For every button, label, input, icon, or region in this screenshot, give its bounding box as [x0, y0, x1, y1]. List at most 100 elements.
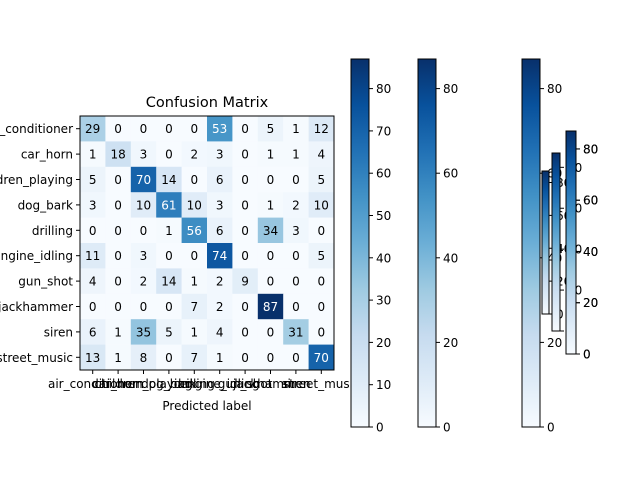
matrix-cell	[80, 192, 106, 218]
matrix-cell	[207, 166, 233, 193]
cell-value-label: 0	[165, 351, 173, 365]
colorbar-tick-label: 20	[443, 336, 458, 350]
cell-value-label: 0	[241, 148, 249, 162]
matrix-cell	[207, 268, 233, 295]
y-tick-label: siren	[44, 325, 73, 339]
cell-value-label: 0	[292, 173, 300, 187]
matrix-cell	[80, 243, 106, 269]
x-tick-label: car_horn	[92, 377, 144, 391]
matrix-cell	[232, 293, 259, 320]
matrix-cell	[257, 166, 284, 193]
matrix-cell	[283, 141, 309, 168]
cell-value-label: 34	[263, 224, 278, 238]
matrix-cell	[105, 243, 132, 269]
y-tick-label: air_conditioner	[0, 122, 73, 136]
cell-value-label: 7	[190, 351, 198, 365]
colorbar	[521, 58, 541, 428]
cell-value-label: 0	[114, 249, 122, 263]
matrix-cell	[257, 344, 284, 371]
cell-value-label: 0	[267, 275, 275, 289]
matrix-frame	[79, 115, 335, 371]
matrix-cell	[257, 293, 284, 320]
matrix-cell	[156, 344, 182, 371]
matrix-cell	[80, 268, 106, 295]
cell-value-label: 1	[190, 275, 198, 289]
matrix-cell	[130, 344, 157, 371]
cell-value-label: 0	[292, 351, 300, 365]
cell-value-label: 6	[89, 325, 97, 339]
cell-value-label: 0	[89, 224, 97, 238]
matrix-cell	[283, 243, 309, 269]
cell-value-label: 2	[216, 300, 224, 314]
cell-value-label: 2	[140, 275, 148, 289]
matrix-cell	[232, 344, 259, 371]
cell-value-label: 0	[165, 249, 173, 263]
colorbar-tick-label: 20	[376, 336, 391, 350]
cell-value-label: 1	[267, 148, 275, 162]
matrix-cell	[156, 293, 182, 320]
matrix-cell	[156, 166, 182, 193]
matrix-cell	[283, 293, 309, 320]
cell-value-label: 0	[267, 173, 275, 187]
colorbar-tick-label: 60	[583, 194, 598, 208]
y-tick-label: street_music	[0, 351, 73, 365]
x-tick-label: dog_bark	[141, 377, 196, 391]
y-tick-label: jackhammer	[0, 300, 73, 314]
cell-value-label: 1	[114, 351, 122, 365]
cell-value-label: 10	[136, 198, 151, 212]
colorbar	[350, 58, 370, 428]
matrix-cell	[232, 116, 259, 142]
cell-value-label: 0	[165, 148, 173, 162]
colorbar-tick-label: 20	[583, 296, 598, 310]
y-tick-label: car_horn	[21, 148, 73, 162]
matrix-cell	[105, 293, 132, 320]
matrix-cell	[257, 319, 284, 345]
cell-value-label: 0	[114, 198, 122, 212]
cell-value-label: 61	[161, 198, 176, 212]
matrix-cell	[308, 293, 335, 320]
matrix-cell	[130, 116, 157, 142]
colorbar-tick-label: 80	[547, 82, 562, 96]
cell-value-label: 1	[190, 325, 198, 339]
cell-value-label: 18	[110, 148, 125, 162]
cell-value-label: 3	[292, 224, 300, 238]
colorbar-tick-label: 80	[583, 142, 598, 156]
matrix-cell	[181, 344, 208, 371]
cell-value-label: 4	[89, 275, 97, 289]
colorbar-tick-label: 40	[583, 245, 598, 259]
matrix-cell	[130, 268, 157, 295]
cell-value-label: 0	[292, 275, 300, 289]
x-axis-label: Predicted label	[162, 399, 251, 413]
cell-value-label: 8	[140, 351, 148, 365]
matrix-cell	[130, 243, 157, 269]
colorbar-tick-label: 30	[376, 294, 391, 308]
matrix-cell	[257, 268, 284, 295]
cell-value-label: 0	[267, 325, 275, 339]
cell-value-label: 35	[136, 325, 151, 339]
x-tick-label: street_music	[283, 377, 360, 391]
cell-value-label: 0	[114, 300, 122, 314]
colorbar-tick-label: 0	[547, 421, 555, 435]
matrix-cell	[232, 141, 259, 168]
matrix-cell	[181, 141, 208, 168]
cell-value-label: 0	[114, 275, 122, 289]
cell-value-label: 0	[241, 351, 249, 365]
colorbar-tick-label: 60	[583, 194, 598, 208]
matrix-cell	[105, 319, 132, 345]
cell-value-label: 3	[216, 198, 224, 212]
cell-value-label: 1	[292, 122, 300, 136]
colorbar-tick-label: 0	[376, 421, 384, 435]
matrix-cell	[156, 116, 182, 142]
matrix-cell	[308, 344, 335, 371]
x-tick-label: gun_shot	[218, 377, 273, 391]
matrix-cell	[257, 217, 284, 244]
cell-value-label: 1	[292, 148, 300, 162]
matrix-cell	[80, 141, 106, 168]
matrix-cell	[257, 116, 284, 142]
cell-value-label: 0	[114, 224, 122, 238]
colorbar-tick-label: 70	[376, 124, 391, 138]
cell-value-label: 2	[216, 275, 224, 289]
matrix-cell	[80, 116, 106, 142]
matrix-cell	[232, 268, 259, 295]
colorbar-tick-label: 80	[376, 82, 391, 96]
